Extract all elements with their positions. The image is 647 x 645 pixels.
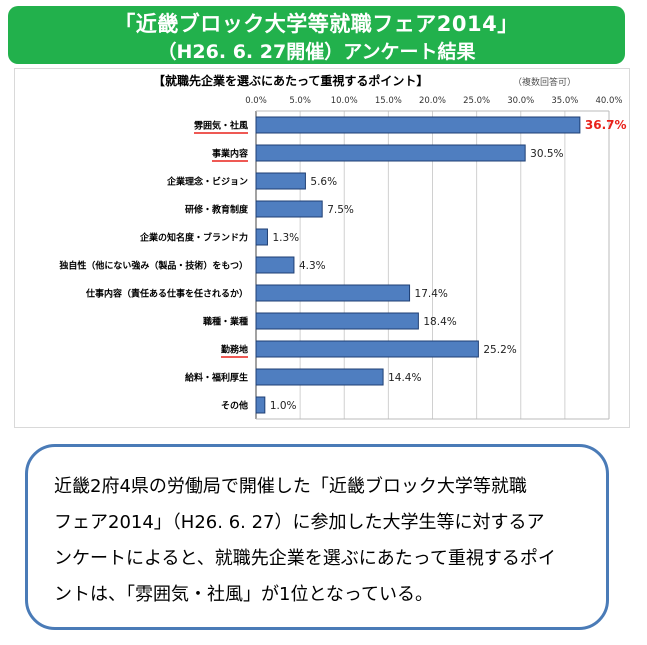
banner-title: 「近畿ブロック大学等就職フェア2014」 [114,12,519,36]
bar [255,116,581,134]
value-label: 7.5% [327,204,354,216]
value-label: 4.3% [299,260,326,272]
value-label: 18.4% [423,316,456,328]
bar [255,256,295,274]
x-tick-label: 15.0% [375,96,402,106]
value-label: 30.5% [530,148,563,160]
summary-callout: 近畿2府4県の労働局で開催した「近畿ブロック大学等就職 フェア2014」（H26… [25,444,609,630]
category-label: 企業の知名度・ブランド力 [139,232,248,244]
category-label: 職種・業種 [203,316,248,328]
summary-text: 近畿2府4県の労働局で開催した「近畿ブロック大学等就職 フェア2014」（H26… [54,469,594,613]
category-label: 雰囲気・社風 [194,120,248,132]
banner-subtitle: （H26. 6. 27開催）アンケート結果 [157,41,476,63]
category-label: 勤務地 [221,344,248,356]
value-label: 14.4% [388,372,421,384]
bar-chart: 【就職先企業を選ぶにあたって重視するポイント】 （複数回答可） 0.0% 5.0% 10… [58,73,627,420]
value-label: 1.3% [272,232,299,244]
category-label: 事業内容 [212,148,248,160]
category-label: 独自性（他にない強み（製品・技術）をもつ） [58,260,248,272]
value-label: 25.2% [483,344,516,356]
x-tick-label: 30.0% [507,96,534,106]
summary-line: ンケートによると、就職先企業を選ぶにあたって重視するポイ [54,548,556,569]
category-label: 企業理念・ビジョン [166,176,248,188]
x-tick-label: 0.0% [245,96,267,106]
bar [255,228,268,246]
summary-line: ントは、「雰囲気・社風」が1位となっている。 [54,584,434,605]
bar [255,312,419,330]
value-label: 17.4% [415,288,448,300]
x-tick-label: 35.0% [551,96,578,106]
x-tick-label: 40.0% [595,96,622,106]
bar [255,368,384,386]
bar [255,200,323,218]
value-label: 1.0% [270,400,297,412]
bar [255,144,526,162]
chart-subtitle: （複数回答可） [513,76,576,88]
chart-title: 【就職先企業を選ぶにあたって重視するポイント】 [153,73,428,88]
bar [255,340,479,358]
bar [255,172,306,190]
x-tick-label: 20.0% [419,96,446,106]
category-label: 研修・教育制度 [185,204,249,216]
x-tick-label: 5.0% [289,96,311,106]
x-tick-label: 25.0% [463,96,490,106]
value-label: 36.7% [585,118,627,132]
category-label: 給料・福利厚生 [185,372,248,384]
bar [255,396,266,414]
category-label: 仕事内容（責任ある仕事を任されるか） [85,288,248,300]
value-label: 5.6% [310,176,337,188]
category-label: その他 [221,400,248,412]
title-banner: 「近畿ブロック大学等就職フェア2014」 （H26. 6. 27開催）アンケート… [8,6,625,64]
bar [255,284,411,302]
chart-frame: 【就職先企業を選ぶにあたって重視するポイント】 （複数回答可） 0.0% 5.0% 10… [14,68,630,428]
x-tick-label: 10.0% [331,96,358,106]
summary-line: 近畿2府4県の労働局で開催した「近畿ブロック大学等就職 [54,476,527,497]
summary-line: フェア2014」（H26. 6. 27）に参加した大学生等に対するア [54,512,545,533]
